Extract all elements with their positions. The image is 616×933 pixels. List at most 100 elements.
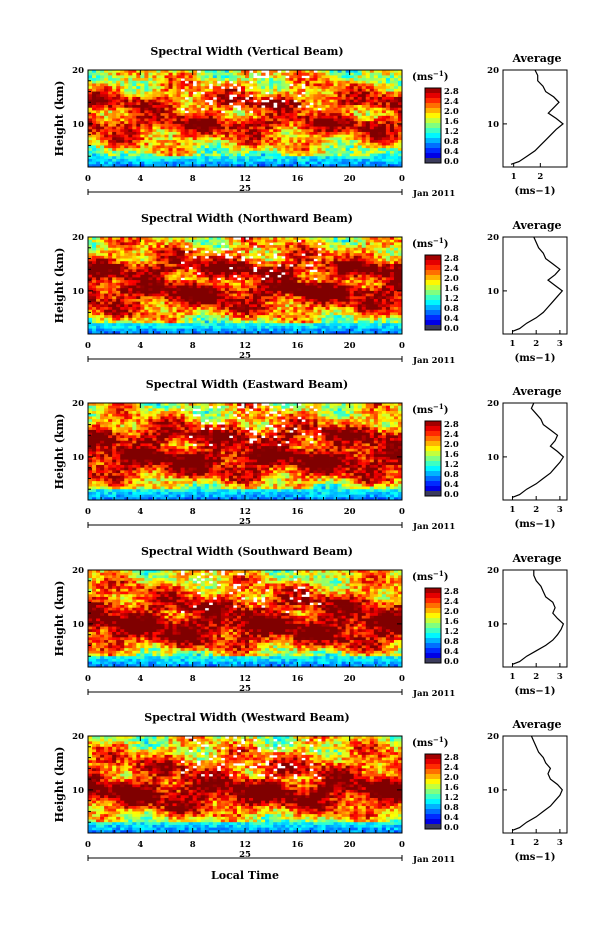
panel-title: Spectral Width (Westward Beam) <box>144 711 349 724</box>
average-x-tick-label: 1 <box>510 838 516 848</box>
average-x-tick-label: 2 <box>533 672 539 682</box>
colorbar-tick-label: 1.6 <box>444 617 459 627</box>
colorbar-tick-label: 2.0 <box>444 107 459 117</box>
colorbar-tick-label: 2.8 <box>444 87 459 97</box>
average-line <box>511 70 563 164</box>
date-label: Jan 2011 <box>412 356 455 366</box>
x-tick-label: 0 <box>85 341 91 351</box>
average-x-tick-label: 2 <box>533 339 539 349</box>
y-tick-label: 20 <box>72 732 84 742</box>
average-x-tick-label: 1 <box>510 505 516 515</box>
date-label: Jan 2011 <box>412 689 455 699</box>
x-tick-label: 0 <box>399 840 405 850</box>
colorbar <box>425 588 441 663</box>
colorbar-tick-label: 2.8 <box>444 587 459 597</box>
average-x-tick-label: 1 <box>510 672 516 682</box>
x-tick-label: 16 <box>291 840 303 850</box>
colorbar-tick-label: 1.2 <box>444 294 459 304</box>
average-frame <box>503 70 567 167</box>
average-y-tick-label: 10 <box>487 120 499 130</box>
average-x-label: (ms−1) <box>514 686 555 697</box>
panel-title: Spectral Width (Vertical Beam) <box>150 45 343 58</box>
day-label: 25 <box>239 850 251 860</box>
colorbar-tick-label: 0.8 <box>444 470 459 480</box>
colorbar-tick-label: 0.8 <box>444 637 459 647</box>
y-axis-label: Height (km) <box>53 581 66 657</box>
average-x-label: (ms−1) <box>514 852 555 863</box>
average-title: Average <box>511 552 561 565</box>
heatmap-cells <box>88 403 402 500</box>
heatmap-cells <box>88 237 402 334</box>
colorbar-tick-label: 0.0 <box>444 490 459 500</box>
x-tick-label: 20 <box>344 840 356 850</box>
colorbar-unit: (ms−1) <box>412 236 448 250</box>
x-tick-label: 12 <box>239 840 251 850</box>
x-tick-label: 0 <box>85 840 91 850</box>
colorbar-tick-label: 0.0 <box>444 157 459 167</box>
average-y-tick-label: 20 <box>487 66 499 76</box>
colorbar-unit: (ms−1) <box>412 69 448 83</box>
average-title: Average <box>511 718 561 731</box>
colorbar-tick-label: 1.6 <box>444 284 459 294</box>
x-tick-label: 20 <box>344 674 356 684</box>
panel-4: Spectral Width (Westward Beam)2010Height… <box>53 711 567 865</box>
colorbar-tick-label: 2.0 <box>444 274 459 284</box>
colorbar-unit: (ms−1) <box>412 735 448 749</box>
x-tick-label: 0 <box>85 507 91 517</box>
colorbar-tick-label: 2.4 <box>444 264 459 274</box>
colorbar-tick-label: 1.6 <box>444 117 459 127</box>
colorbar-tick-label: 2.8 <box>444 420 459 430</box>
y-tick-label: 20 <box>72 66 84 76</box>
colorbar-tick-label: 0.0 <box>444 657 459 667</box>
x-tick-label: 0 <box>399 674 405 684</box>
y-tick-label: 20 <box>72 399 84 409</box>
panel-0: Spectral Width (Vertical Beam)2010Height… <box>53 45 567 199</box>
colorbar-tick-label: 0.4 <box>444 147 459 157</box>
day-label: 25 <box>239 184 251 194</box>
colorbar-tick-label: 0.0 <box>444 324 459 334</box>
y-axis-label: Height (km) <box>53 414 66 490</box>
x-tick-label: 20 <box>344 507 356 517</box>
colorbar-tick-label: 1.2 <box>444 793 459 803</box>
average-line <box>513 570 564 664</box>
panel-title: Spectral Width (Southward Beam) <box>141 545 353 558</box>
average-y-tick-label: 20 <box>487 399 499 409</box>
average-title: Average <box>511 385 561 398</box>
colorbar <box>425 754 441 829</box>
y-axis-label: Height (km) <box>53 81 66 157</box>
date-label: Jan 2011 <box>412 522 455 532</box>
average-y-tick-label: 10 <box>487 453 499 463</box>
average-x-tick-label: 1 <box>511 172 517 182</box>
colorbar-tick-label: 2.0 <box>444 607 459 617</box>
heatmap-cells <box>88 736 402 833</box>
y-tick-label: 20 <box>72 233 84 243</box>
x-tick-label: 4 <box>137 341 143 351</box>
x-tick-label: 12 <box>239 674 251 684</box>
colorbar-tick-label: 2.4 <box>444 430 459 440</box>
y-tick-label: 10 <box>72 786 84 796</box>
colorbar-tick-label: 1.6 <box>444 783 459 793</box>
average-y-tick-label: 10 <box>487 287 499 297</box>
x-tick-label: 4 <box>137 507 143 517</box>
heatmap-cells <box>88 570 402 667</box>
colorbar <box>425 421 441 496</box>
panel-1: Spectral Width (Northward Beam)2010Heigh… <box>53 212 567 366</box>
average-x-tick-label: 1 <box>510 339 516 349</box>
y-tick-label: 10 <box>72 453 84 463</box>
x-tick-label: 0 <box>399 174 405 184</box>
colorbar-tick-label: 0.8 <box>444 304 459 314</box>
x-tick-label: 8 <box>190 341 196 351</box>
x-tick-label: 8 <box>190 674 196 684</box>
average-x-label: (ms−1) <box>514 186 555 197</box>
average-x-tick-label: 3 <box>557 838 563 848</box>
x-tick-label: 0 <box>85 674 91 684</box>
colorbar-unit: (ms−1) <box>412 402 448 416</box>
average-x-tick-label: 3 <box>557 672 563 682</box>
colorbar-tick-label: 1.2 <box>444 460 459 470</box>
x-tick-label: 4 <box>137 674 143 684</box>
